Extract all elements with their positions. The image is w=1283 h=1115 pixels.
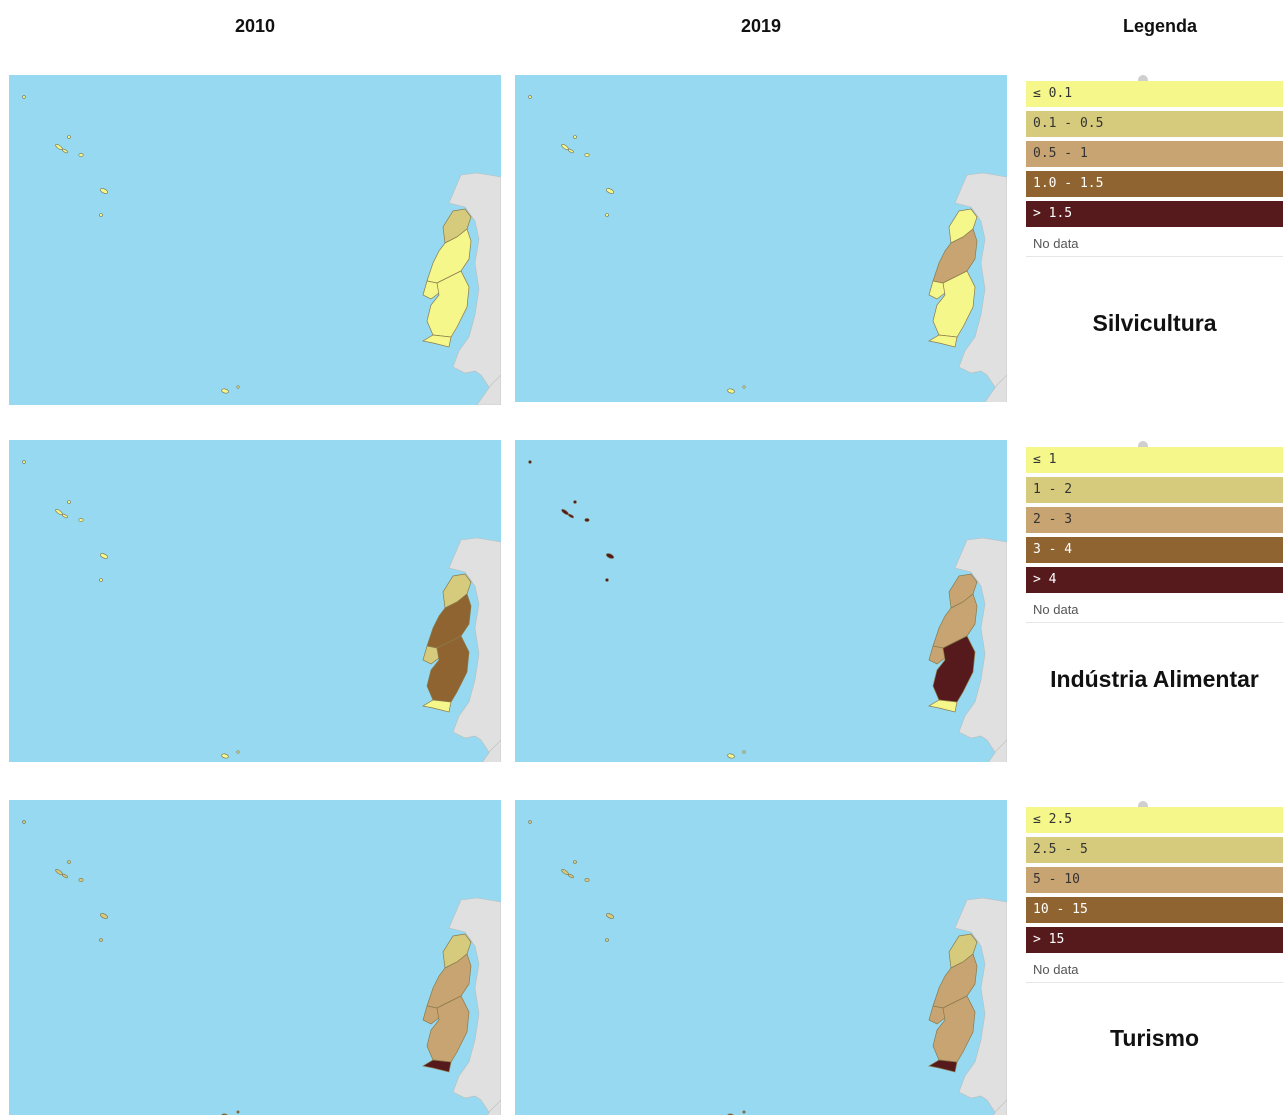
legend-silvicultura: ≤ 0.1 0.1 - 0.5 0.5 - 1 1.0 - 1.5 > 1.5 No da…: [1026, 75, 1283, 257]
legend-item: 0.5 - 1: [1026, 141, 1283, 167]
legend-item-no-data: No data: [1026, 957, 1283, 983]
column-header-2019: 2019: [740, 16, 782, 36]
legend-item: 0.1 - 0.5: [1026, 111, 1283, 137]
column-header-2010: 2010: [234, 16, 276, 36]
morocco-landmass: [487, 1099, 501, 1115]
legend-item-no-data: No data: [1026, 597, 1283, 623]
legend-item: 5 - 10: [1026, 867, 1283, 893]
region-algarve: [928, 334, 958, 348]
legend-item-no-data: No data: [1026, 231, 1283, 257]
legend-marker-icon: [1138, 441, 1148, 447]
legend-marker-icon: [1138, 75, 1148, 81]
region-algarve: [422, 334, 452, 348]
spain-landmass: [448, 897, 501, 1115]
region-lisboa: [928, 1005, 946, 1025]
region-algarve: [928, 1059, 958, 1073]
region-alentejo: [426, 270, 470, 338]
column-header-legend: Legenda: [1122, 16, 1197, 36]
map-silvicultura-2019: [515, 75, 1007, 402]
portugal-map: [528, 820, 1007, 1115]
region-alentejo: [932, 635, 976, 703]
region-acores: [528, 95, 615, 217]
region-madeira: [727, 385, 746, 394]
region-acores: [22, 460, 109, 582]
sector-title-turismo: Turismo: [1109, 1025, 1200, 1051]
portugal-map: [22, 95, 501, 405]
legend-item: 1 - 2: [1026, 477, 1283, 503]
map-turismo-2019: [515, 800, 1007, 1115]
region-lisboa: [422, 645, 440, 665]
region-alentejo: [932, 270, 976, 338]
map-industria-alimentar-2019: [515, 440, 1007, 762]
region-madeira: [727, 1110, 746, 1115]
region-madeira: [221, 1110, 240, 1115]
portugal-map: [528, 95, 1007, 402]
region-alentejo: [426, 995, 470, 1063]
legend-item: 2.5 - 5: [1026, 837, 1283, 863]
region-acores: [22, 95, 109, 217]
portugal-map: [528, 460, 1007, 762]
region-lisboa: [928, 280, 946, 300]
legend-item: > 15: [1026, 927, 1283, 953]
morocco-landmass: [984, 374, 1007, 402]
region-madeira: [221, 385, 240, 394]
sector-title-industria-alimentar: Indústria Alimentar: [1050, 666, 1259, 692]
region-algarve: [422, 699, 452, 713]
region-alentejo: [932, 995, 976, 1063]
map-industria-alimentar-2010: [9, 440, 501, 762]
spain-landmass: [954, 897, 1007, 1115]
region-algarve: [928, 699, 958, 713]
region-madeira: [727, 750, 746, 759]
legend-item: ≤ 2.5: [1026, 807, 1283, 833]
portugal-map: [22, 460, 501, 762]
map-turismo-2010: [9, 800, 501, 1115]
region-lisboa: [928, 645, 946, 665]
region-alentejo: [426, 635, 470, 703]
portugal-map: [22, 820, 501, 1115]
region-acores: [22, 820, 109, 942]
region-algarve: [422, 1059, 452, 1073]
sector-title-silvicultura: Silvicultura: [1092, 310, 1217, 336]
legend-item: 2 - 3: [1026, 507, 1283, 533]
region-lisboa: [422, 280, 440, 300]
morocco-landmass: [476, 374, 501, 405]
legend-item: ≤ 0.1: [1026, 81, 1283, 107]
legend-item: > 4: [1026, 567, 1283, 593]
region-acores: [528, 460, 615, 582]
legend-item: > 1.5: [1026, 201, 1283, 227]
legend-industria-alimentar: ≤ 1 1 - 2 2 - 3 3 - 4 > 4 No data: [1026, 441, 1283, 623]
morocco-landmass: [988, 739, 1007, 762]
legend-item: 1.0 - 1.5: [1026, 171, 1283, 197]
legend-item: ≤ 1: [1026, 447, 1283, 473]
region-acores: [528, 820, 615, 942]
legend-turismo: ≤ 2.5 2.5 - 5 5 - 10 10 - 15 > 15 No data: [1026, 801, 1283, 983]
legend-item: 3 - 4: [1026, 537, 1283, 563]
legend-item: 10 - 15: [1026, 897, 1283, 923]
morocco-landmass: [482, 739, 501, 762]
map-silvicultura-2010: [9, 75, 501, 405]
legend-marker-icon: [1138, 801, 1148, 807]
region-lisboa: [422, 1005, 440, 1025]
morocco-landmass: [993, 1099, 1007, 1115]
region-madeira: [221, 750, 240, 759]
